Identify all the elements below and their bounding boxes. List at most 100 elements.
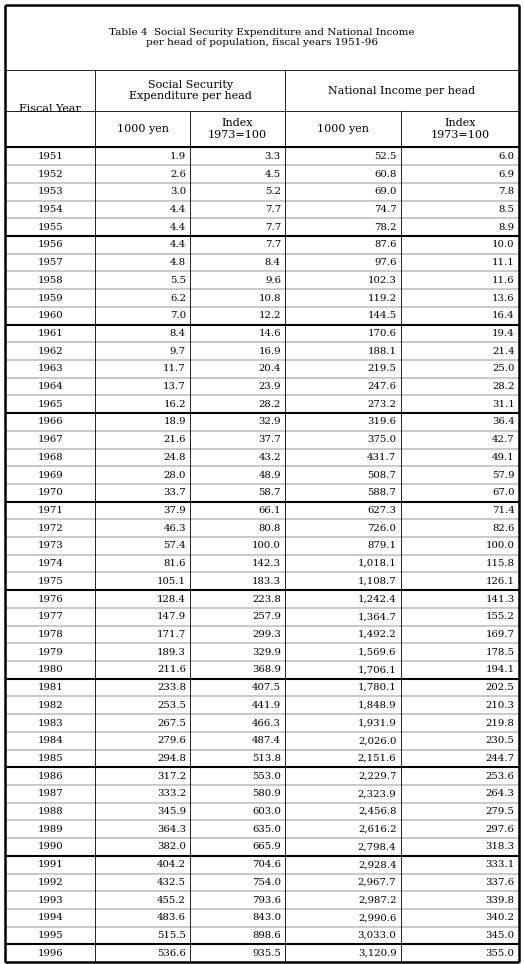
Text: 1,242.4: 1,242.4 <box>358 595 397 603</box>
Text: 294.8: 294.8 <box>157 754 186 763</box>
Text: 202.5: 202.5 <box>486 683 515 692</box>
Text: 333.1: 333.1 <box>485 860 515 870</box>
Text: 21.4: 21.4 <box>492 347 515 356</box>
Text: 1960: 1960 <box>37 311 63 320</box>
Text: 318.3: 318.3 <box>485 843 515 851</box>
Text: 211.6: 211.6 <box>157 665 186 675</box>
Text: 3,120.9: 3,120.9 <box>358 949 397 957</box>
Text: 627.3: 627.3 <box>367 506 397 515</box>
Text: 58.7: 58.7 <box>258 489 281 497</box>
Text: 364.3: 364.3 <box>157 825 186 834</box>
Text: 11.7: 11.7 <box>163 364 186 373</box>
Text: 115.8: 115.8 <box>486 559 515 568</box>
Text: 233.8: 233.8 <box>157 683 186 692</box>
Text: Fiscal Year: Fiscal Year <box>19 104 81 114</box>
Text: 793.6: 793.6 <box>252 896 281 904</box>
Text: 1964: 1964 <box>37 382 63 391</box>
Text: 21.6: 21.6 <box>163 435 186 444</box>
Text: 36.4: 36.4 <box>492 417 515 426</box>
Text: 1996: 1996 <box>37 949 63 957</box>
Text: 20.4: 20.4 <box>258 364 281 373</box>
Text: 4.4: 4.4 <box>170 240 186 250</box>
Text: 69.0: 69.0 <box>374 187 397 197</box>
Text: 2,151.6: 2,151.6 <box>358 754 397 763</box>
Text: 141.3: 141.3 <box>485 595 515 603</box>
Text: 333.2: 333.2 <box>157 790 186 798</box>
Text: 48.9: 48.9 <box>258 470 281 480</box>
Text: 2,026.0: 2,026.0 <box>358 736 397 745</box>
Text: 6.9: 6.9 <box>498 170 515 178</box>
Text: 431.7: 431.7 <box>367 453 397 462</box>
Text: 704.6: 704.6 <box>252 860 281 870</box>
Text: 4.5: 4.5 <box>265 170 281 178</box>
Text: 82.6: 82.6 <box>492 523 515 533</box>
Text: 1963: 1963 <box>37 364 63 373</box>
Text: 339.8: 339.8 <box>486 896 515 904</box>
Text: 665.9: 665.9 <box>252 843 281 851</box>
Text: 7.8: 7.8 <box>498 187 515 197</box>
Text: 1951: 1951 <box>37 152 63 161</box>
Text: 13.6: 13.6 <box>492 293 515 303</box>
Text: 879.1: 879.1 <box>367 542 397 550</box>
Text: 1957: 1957 <box>37 258 63 267</box>
Text: 169.7: 169.7 <box>486 629 515 639</box>
Text: 18.9: 18.9 <box>163 417 186 426</box>
Text: 1993: 1993 <box>37 896 63 904</box>
Text: 60.8: 60.8 <box>374 170 397 178</box>
Text: 1958: 1958 <box>37 276 63 284</box>
Text: 317.2: 317.2 <box>157 771 186 781</box>
Text: 1984: 1984 <box>37 736 63 745</box>
Text: 4.4: 4.4 <box>170 205 186 214</box>
Text: 142.3: 142.3 <box>252 559 281 568</box>
Text: 19.4: 19.4 <box>492 329 515 338</box>
Text: 244.7: 244.7 <box>485 754 515 763</box>
Text: 37.7: 37.7 <box>258 435 281 444</box>
Text: 219.5: 219.5 <box>367 364 397 373</box>
Text: 12.2: 12.2 <box>258 311 281 320</box>
Text: 1977: 1977 <box>37 612 63 621</box>
Text: 43.2: 43.2 <box>258 453 281 462</box>
Text: 432.5: 432.5 <box>157 878 186 887</box>
Text: 25.0: 25.0 <box>492 364 515 373</box>
Text: 345.9: 345.9 <box>157 807 186 817</box>
Text: 16.2: 16.2 <box>163 400 186 409</box>
Text: 24.8: 24.8 <box>163 453 186 462</box>
Text: 87.6: 87.6 <box>374 240 397 250</box>
Text: 483.6: 483.6 <box>157 913 186 923</box>
Text: 273.2: 273.2 <box>367 400 397 409</box>
Text: 1982: 1982 <box>37 701 63 710</box>
Text: 7.7: 7.7 <box>265 240 281 250</box>
Text: 81.6: 81.6 <box>163 559 186 568</box>
Text: 1991: 1991 <box>37 860 63 870</box>
Text: 102.3: 102.3 <box>367 276 397 284</box>
Text: 404.2: 404.2 <box>157 860 186 870</box>
Text: 1979: 1979 <box>37 648 63 656</box>
Text: 345.0: 345.0 <box>486 931 515 940</box>
Text: 5.5: 5.5 <box>170 276 186 284</box>
Text: 78.2: 78.2 <box>374 223 397 231</box>
Text: 16.4: 16.4 <box>492 311 515 320</box>
Text: 1,018.1: 1,018.1 <box>358 559 397 568</box>
Text: 57.4: 57.4 <box>163 542 186 550</box>
Text: 375.0: 375.0 <box>367 435 397 444</box>
Text: 508.7: 508.7 <box>367 470 397 480</box>
Text: 8.4: 8.4 <box>170 329 186 338</box>
Text: 9.7: 9.7 <box>170 347 186 356</box>
Text: 2,967.7: 2,967.7 <box>358 878 397 887</box>
Text: 2,323.9: 2,323.9 <box>358 790 397 798</box>
Text: 46.3: 46.3 <box>163 523 186 533</box>
Text: 1995: 1995 <box>37 931 63 940</box>
Text: 2,928.4: 2,928.4 <box>358 860 397 870</box>
Text: 100.0: 100.0 <box>486 542 515 550</box>
Text: 3.0: 3.0 <box>170 187 186 197</box>
Text: 9.6: 9.6 <box>265 276 281 284</box>
Text: 1,848.9: 1,848.9 <box>358 701 397 710</box>
Text: 1953: 1953 <box>37 187 63 197</box>
Text: 6.2: 6.2 <box>170 293 186 303</box>
Text: 100.0: 100.0 <box>252 542 281 550</box>
Text: 340.2: 340.2 <box>486 913 515 923</box>
Text: 536.6: 536.6 <box>157 949 186 957</box>
Text: 319.6: 319.6 <box>367 417 397 426</box>
Text: 223.8: 223.8 <box>252 595 281 603</box>
Text: 4.4: 4.4 <box>170 223 186 231</box>
